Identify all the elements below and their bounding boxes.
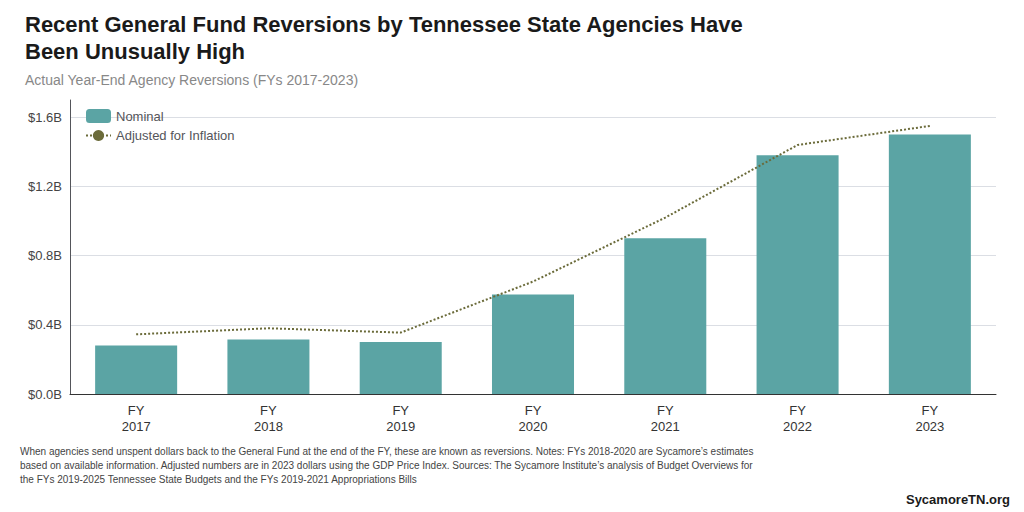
svg-text:$1.6B: $1.6B bbox=[28, 110, 62, 125]
svg-text:2023: 2023 bbox=[915, 419, 944, 434]
svg-text:2020: 2020 bbox=[519, 419, 548, 434]
svg-text:FY: FY bbox=[922, 403, 939, 418]
svg-text:FY: FY bbox=[260, 403, 277, 418]
svg-text:When agencies send unspent dol: When agencies send unspent dollars back … bbox=[20, 446, 753, 457]
svg-text:Been Unusually High: Been Unusually High bbox=[25, 39, 245, 64]
svg-text:$0.4B: $0.4B bbox=[28, 317, 62, 332]
svg-text:Nominal: Nominal bbox=[116, 109, 164, 124]
svg-text:$1.2B: $1.2B bbox=[28, 179, 62, 194]
svg-text:the FYs 2019-2025 Tennessee St: the FYs 2019-2025 Tennessee State Budget… bbox=[20, 474, 417, 485]
svg-text:2019: 2019 bbox=[386, 419, 415, 434]
svg-text:FY: FY bbox=[392, 403, 409, 418]
svg-text:FY: FY bbox=[128, 403, 145, 418]
svg-text:$0.0B: $0.0B bbox=[28, 387, 62, 402]
svg-text:Adjusted for Inflation: Adjusted for Inflation bbox=[116, 128, 235, 143]
svg-text:FY: FY bbox=[789, 403, 806, 418]
svg-text:2018: 2018 bbox=[254, 419, 283, 434]
svg-text:Actual Year-End Agency Reversi: Actual Year-End Agency Reversions (FYs 2… bbox=[25, 72, 358, 88]
svg-text:Recent General Fund Reversions: Recent General Fund Reversions by Tennes… bbox=[25, 12, 743, 37]
svg-text:based on available information: based on available information. Adjusted… bbox=[20, 460, 753, 471]
svg-text:FY: FY bbox=[525, 403, 542, 418]
svg-text:SycamoreTN.org: SycamoreTN.org bbox=[906, 492, 1010, 507]
svg-text:$0.8B: $0.8B bbox=[28, 248, 62, 263]
svg-text:2017: 2017 bbox=[122, 419, 151, 434]
svg-text:2021: 2021 bbox=[651, 419, 680, 434]
svg-text:2022: 2022 bbox=[783, 419, 812, 434]
svg-text:FY: FY bbox=[657, 403, 674, 418]
